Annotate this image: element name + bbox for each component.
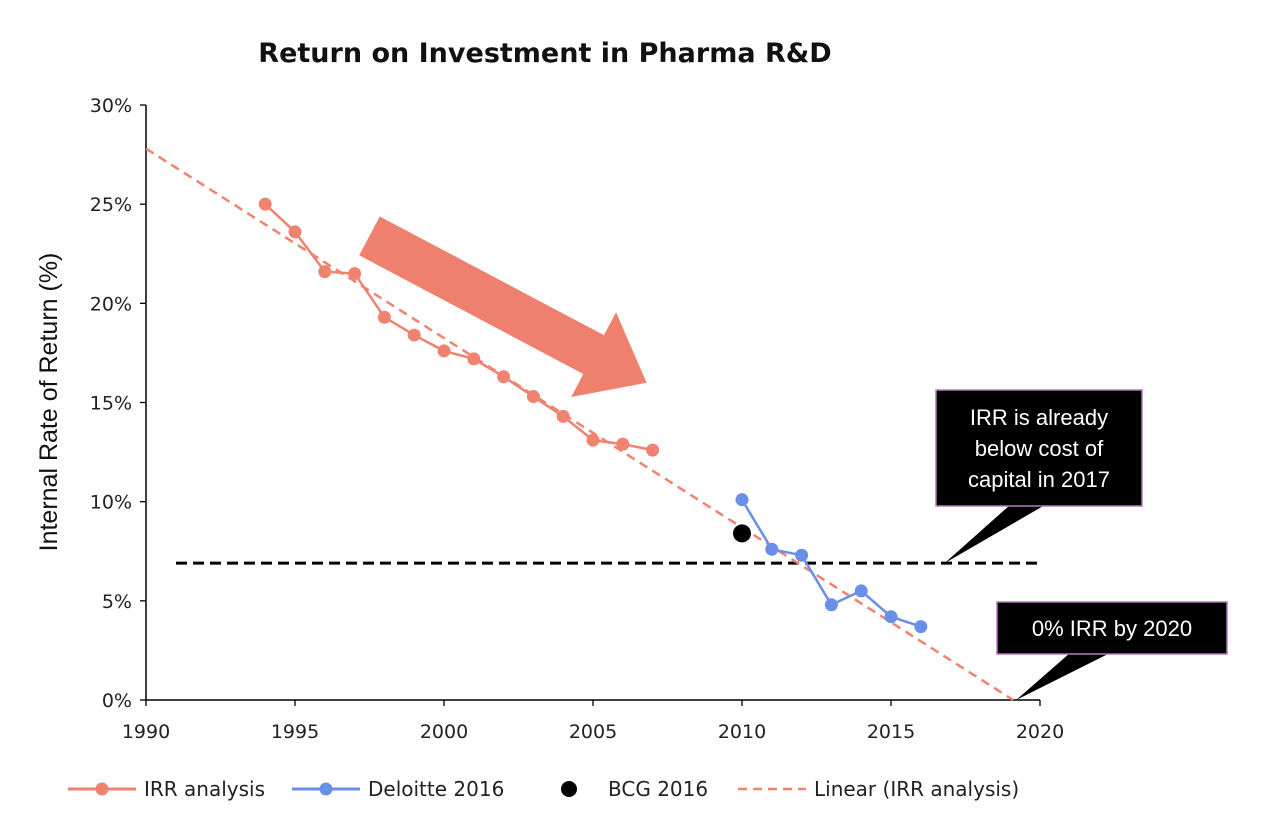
callout-cost-of-capital-text: below cost of xyxy=(975,436,1104,461)
data-point-irr-analysis xyxy=(526,390,540,404)
callout-zero-irr: 0% IRR by 2020 xyxy=(996,601,1228,700)
legend-label-irr-analysis: IRR analysis xyxy=(144,777,265,801)
data-point-deloitte-2016 xyxy=(884,610,898,624)
annotation-arrow-group xyxy=(359,216,647,397)
callout-cost-of-capital-pointer xyxy=(944,505,1045,564)
data-point-deloitte-2016 xyxy=(914,620,928,634)
legend-label-linear-irr-analysis: Linear (IRR analysis) xyxy=(814,777,1019,801)
data-point-irr-analysis xyxy=(437,344,451,358)
callout-cost-of-capital-text: IRR is already xyxy=(970,405,1108,430)
callout-group: IRR is already below cost of capital in 20… xyxy=(935,389,1228,700)
y-tick-label: 10% xyxy=(90,492,132,514)
data-point-deloitte-2016 xyxy=(854,584,868,598)
legend-swatch-marker-bcg-2016 xyxy=(561,781,577,797)
data-point-irr-analysis xyxy=(377,310,391,324)
data-point-bcg-2016 xyxy=(733,524,751,543)
callout-zero-irr-text: 0% IRR by 2020 xyxy=(1032,616,1192,641)
callout-zero-irr-box xyxy=(996,601,1228,655)
y-tick-label: 0% xyxy=(102,690,132,712)
data-point-irr-analysis xyxy=(616,437,630,451)
data-point-irr-analysis xyxy=(646,443,660,457)
trendline-group xyxy=(145,147,1014,702)
data-point-deloitte-2016 xyxy=(795,548,809,562)
data-point-irr-analysis xyxy=(497,370,511,384)
x-tick-label: 2015 xyxy=(867,721,915,743)
legend-swatch-marker-irr-analysis xyxy=(95,782,109,796)
data-point-irr-analysis xyxy=(258,197,272,211)
data-point-irr-analysis xyxy=(556,409,570,423)
downtrend-arrow xyxy=(359,216,647,397)
legend: IRR analysis Deloitte 2016 BCG 2016 Linear … xyxy=(68,777,1019,801)
data-point-irr-analysis xyxy=(467,352,481,366)
x-tick-label: 1995 xyxy=(271,721,319,743)
x-tick-label: 2000 xyxy=(420,721,468,743)
legend-swatch-marker-deloitte-2016 xyxy=(319,782,333,796)
y-tick-label: 25% xyxy=(90,194,132,216)
y-tick-label: 15% xyxy=(90,393,132,415)
legend-label-deloitte-2016: Deloitte 2016 xyxy=(368,777,504,801)
chart-title: Return on Investment in Pharma R&D xyxy=(258,38,831,69)
data-point-deloitte-2016 xyxy=(765,542,779,556)
series-group xyxy=(258,197,928,634)
data-point-irr-analysis xyxy=(407,328,421,342)
data-point-deloitte-2016 xyxy=(735,493,749,507)
y-tick-label: 5% xyxy=(102,591,132,613)
y-axis-label: Internal Rate of Return (%) xyxy=(35,253,63,552)
x-tick-label: 2005 xyxy=(569,721,617,743)
series-line-linear-irr-analysis xyxy=(145,147,1014,702)
data-point-irr-analysis xyxy=(586,433,600,447)
data-point-irr-analysis xyxy=(318,265,332,279)
callout-cost-of-capital-text: capital in 2017 xyxy=(968,467,1110,492)
legend-label-bcg-2016: BCG 2016 xyxy=(608,777,708,801)
callout-cost-of-capital-box xyxy=(935,389,1143,507)
axes: 0% 5% 10% 15% 20% 25% 30% 1990 1995 2000 2005 2010 2… xyxy=(90,95,1064,743)
data-point-irr-analysis xyxy=(348,267,362,281)
callout-cost-of-capital: IRR is already below cost of capital in 20… xyxy=(935,389,1143,564)
x-tick-label: 2020 xyxy=(1016,721,1064,743)
y-tick-label: 20% xyxy=(90,293,132,315)
x-tick-label: 2010 xyxy=(718,721,766,743)
data-point-irr-analysis xyxy=(288,225,302,239)
y-tick-label: 30% xyxy=(90,95,132,117)
callout-zero-irr-pointer xyxy=(1016,653,1110,700)
x-tick-label: 1990 xyxy=(122,721,170,743)
data-point-deloitte-2016 xyxy=(824,598,838,612)
